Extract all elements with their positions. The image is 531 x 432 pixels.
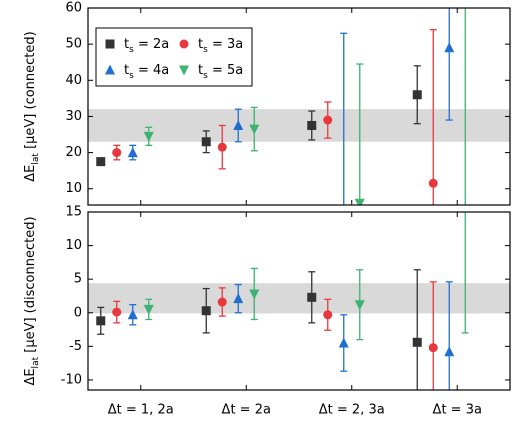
- axes-frame: [87, 211, 511, 391]
- subscript: s: [203, 71, 208, 81]
- y-tick-label: 10: [65, 238, 82, 253]
- x-tick-label: Δt = 3a: [433, 403, 482, 418]
- y-axis-label: ΔElat [μeV] (connected): [23, 31, 41, 181]
- y-tick-label: 0: [74, 305, 82, 320]
- y-tick-label: 5: [74, 272, 82, 287]
- x-tick-label: Δt = 2, 3a: [319, 403, 385, 418]
- y-axis-label: ΔElat [μeV] (disconnected): [23, 216, 41, 385]
- y-tick-label: 60: [65, 1, 82, 16]
- y-tick-label: 40: [65, 73, 82, 88]
- subscript: s: [203, 45, 208, 55]
- marker: [143, 304, 154, 315]
- marker: [323, 115, 333, 125]
- legend-marker: [179, 65, 189, 76]
- plot-area: [88, 212, 510, 390]
- legend-label: ts = 3a: [198, 37, 243, 55]
- marker: [444, 346, 455, 357]
- text-part: = 5a: [208, 63, 243, 78]
- subscript: s: [129, 71, 134, 81]
- marker: [127, 147, 138, 158]
- marker: [354, 198, 365, 205]
- y-label-sub: lat: [31, 153, 41, 165]
- band: [88, 283, 510, 314]
- text-part: t: [198, 37, 203, 52]
- subscript: s: [129, 45, 134, 55]
- marker: [112, 148, 122, 158]
- marker: [143, 131, 154, 142]
- marker: [428, 178, 438, 188]
- marker: [127, 309, 138, 320]
- marker: [112, 307, 122, 317]
- marker: [233, 293, 244, 304]
- marker: [217, 297, 227, 307]
- marker: [338, 337, 349, 348]
- y-tick-label: 15: [65, 205, 82, 220]
- y-tick-label: 30: [65, 109, 82, 124]
- marker: [201, 306, 211, 316]
- marker: [201, 137, 211, 147]
- x-tick-label: Δt = 1, 2a: [108, 403, 174, 418]
- text-part: = 2a: [134, 37, 169, 52]
- y-label-main: ΔE: [23, 165, 38, 182]
- legend-marker: [105, 39, 115, 49]
- text-part: t: [198, 63, 203, 78]
- x-tick-label: Δt = 2a: [222, 403, 271, 418]
- marker: [217, 142, 227, 152]
- plot-area: [88, 8, 510, 205]
- marker: [307, 120, 317, 130]
- y-tick-label: 10: [65, 181, 82, 196]
- text-part: = 3a: [208, 37, 243, 52]
- marker: [444, 42, 455, 53]
- y-label-main: ΔE: [23, 368, 38, 385]
- marker: [96, 316, 106, 326]
- y-label-rest: [μeV] (connected): [23, 31, 38, 153]
- marker: [412, 337, 422, 347]
- marker: [343, 204, 344, 205]
- marker: [307, 292, 317, 302]
- axes-frame: [87, 7, 511, 206]
- text-part: t: [124, 37, 129, 52]
- marker: [249, 289, 260, 300]
- legend-marker: [105, 64, 115, 75]
- marker: [354, 300, 365, 311]
- y-tick-label: -5: [69, 339, 82, 354]
- legend-label: ts = 2a: [124, 37, 169, 55]
- legend-box: [95, 27, 253, 87]
- band: [88, 109, 510, 142]
- legend-label: ts = 5a: [198, 63, 243, 81]
- marker: [249, 124, 260, 135]
- legend-marker: [179, 39, 189, 49]
- y-label-rest: [μeV] (disconnected): [23, 216, 38, 356]
- y-label-sub: lat: [31, 356, 41, 368]
- text-part: = 4a: [134, 63, 169, 78]
- marker: [412, 90, 422, 100]
- y-tick-label: -10: [61, 372, 82, 387]
- marker: [233, 119, 244, 130]
- y-tick-label: 50: [65, 37, 82, 52]
- text-part: t: [124, 63, 129, 78]
- marker: [96, 157, 106, 167]
- marker: [323, 310, 333, 320]
- legend-label: ts = 4a: [124, 63, 169, 81]
- marker: [428, 343, 438, 353]
- y-tick-label: 20: [65, 145, 82, 160]
